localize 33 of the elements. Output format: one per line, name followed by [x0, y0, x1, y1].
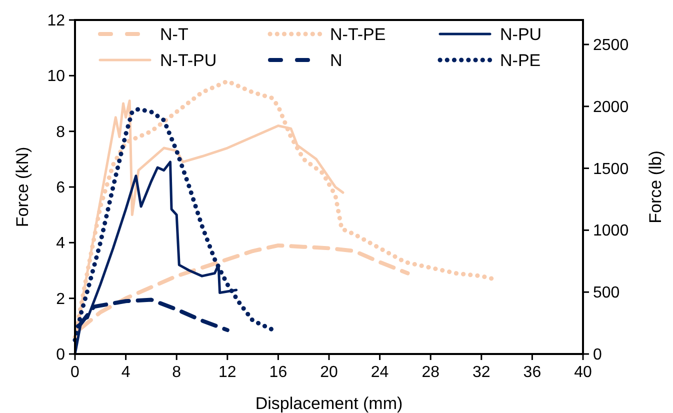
y2-tick-label: 1000: [593, 222, 629, 240]
x-tick-label: 36: [523, 364, 542, 381]
y-tick-label: 6: [56, 180, 66, 196]
y2-tick-label: 2000: [593, 98, 629, 116]
x-tick-label: 4: [121, 364, 130, 381]
legend-label: N-PE: [500, 51, 541, 70]
y-tick-label: 0: [56, 346, 66, 364]
x-tick-label: 20: [320, 364, 338, 381]
x-tick-label: 16: [269, 364, 288, 381]
legend-label: N-T-PE: [330, 25, 386, 44]
x-tick-label: 8: [172, 364, 182, 381]
y2-axis-title: Force (lb): [646, 150, 665, 224]
y-axis-title: Force (kN): [13, 146, 32, 228]
x-tick-label: 12: [218, 364, 236, 381]
legend-label: N-PU: [500, 25, 542, 44]
y2-tick-label: 2500: [593, 36, 629, 54]
legend-label: N-T-PU: [160, 51, 217, 70]
y2-tick-label: 500: [593, 284, 620, 302]
y-tick-label: 12: [47, 12, 66, 30]
legend-label: N-T: [160, 25, 188, 44]
y2-tick-label: 0: [593, 346, 602, 364]
y2-tick-label: 1500: [593, 160, 629, 178]
x-tick-label: 24: [370, 364, 389, 381]
x-tick-label: 32: [472, 364, 490, 381]
x-axis-title: Displacement (mm): [255, 394, 403, 413]
legend-label: N: [330, 51, 342, 70]
y-tick-label: 8: [56, 124, 66, 141]
y-tick-label: 2: [56, 290, 66, 308]
y-tick-label: 10: [47, 68, 66, 86]
x-tick-label: 28: [422, 364, 440, 381]
y-tick-label: 4: [56, 235, 66, 252]
x-tick-label: 0: [70, 364, 80, 381]
x-tick-label: 40: [574, 364, 592, 381]
